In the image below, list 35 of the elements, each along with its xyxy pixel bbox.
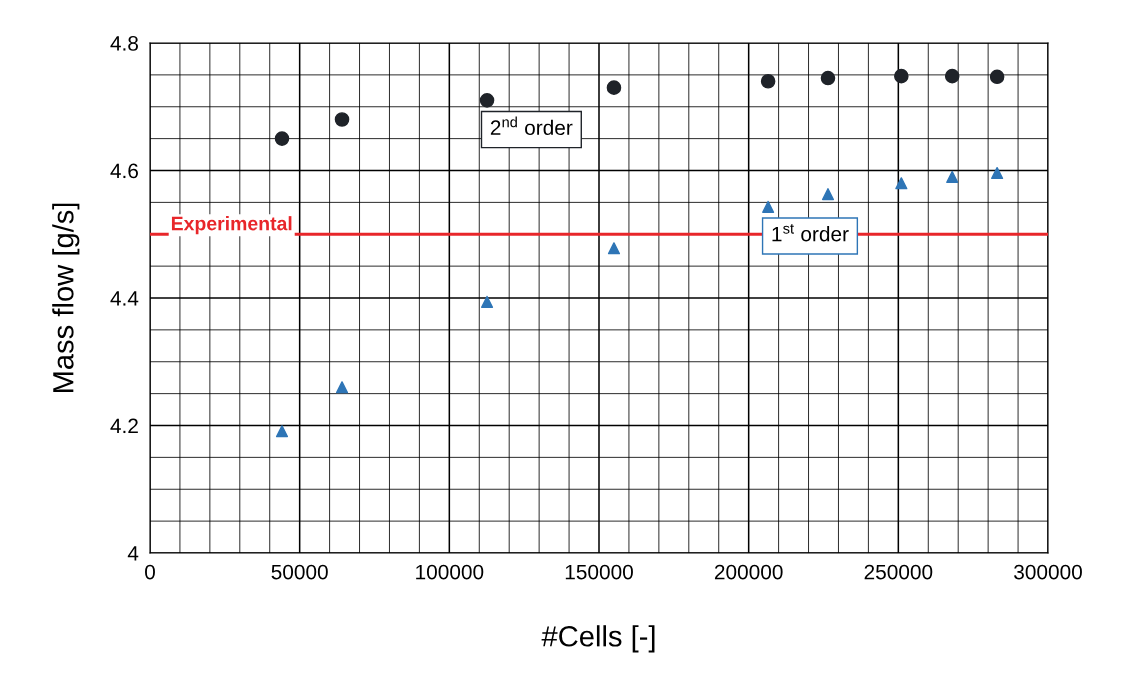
y-tick-label: 4 [127, 546, 139, 561]
x-tick-label: 200000 [714, 564, 783, 580]
point [275, 425, 289, 438]
point [894, 68, 909, 84]
y-tick-label: 4.2 [110, 418, 138, 434]
y-tick-label: 4.6 [110, 163, 138, 179]
point [991, 166, 1004, 180]
x-axis-title: #Cells [-] [541, 625, 655, 653]
point [606, 80, 622, 95]
y-tick-label: 4.4 [110, 291, 139, 306]
point [479, 93, 495, 108]
series-label: 2$^{nd}$ order [490, 116, 573, 136]
point [946, 170, 959, 183]
series-label: 1$^{st}$ order [772, 224, 849, 242]
point [762, 200, 775, 213]
point [820, 70, 836, 86]
x-tick-label: 250000 [864, 564, 933, 580]
point [274, 131, 290, 146]
x-tick-label: 0 [145, 564, 155, 580]
point [821, 188, 835, 201]
x-tick-label: 300000 [1014, 564, 1082, 580]
ref-line-label: Experimental [171, 216, 292, 235]
point [335, 381, 349, 394]
point [895, 177, 908, 190]
point [760, 73, 776, 89]
x-tick-label: 150000 [565, 564, 633, 580]
point [607, 242, 621, 255]
x-tick-label: 100000 [416, 564, 484, 580]
point [334, 112, 350, 127]
point [989, 69, 1005, 85]
y-tick-label: 4.8 [110, 36, 138, 51]
point [480, 295, 494, 308]
y-axis-title: Mass flow [g/s] [52, 203, 80, 393]
x-tick-label: 50000 [271, 564, 328, 580]
point [944, 68, 960, 84]
